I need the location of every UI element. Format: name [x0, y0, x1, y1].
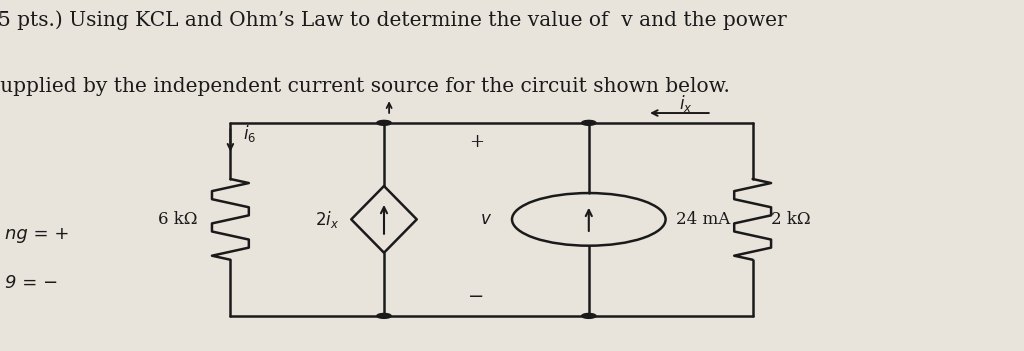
- Text: 24 mA: 24 mA: [676, 211, 730, 228]
- Circle shape: [582, 313, 596, 318]
- Text: 6 kΩ: 6 kΩ: [158, 211, 198, 228]
- Text: $v$: $v$: [480, 211, 493, 228]
- Circle shape: [377, 313, 391, 318]
- Text: supplied by the independent current source for the circuit shown below.: supplied by the independent current sour…: [0, 77, 730, 96]
- Circle shape: [377, 120, 391, 125]
- Circle shape: [582, 120, 596, 125]
- Text: +: +: [469, 133, 483, 151]
- Text: −: −: [468, 287, 484, 306]
- Text: $2i_x$: $2i_x$: [314, 209, 339, 230]
- Text: (5 pts.) Using KCL and Ohm’s Law to determine the value of  v and the power: (5 pts.) Using KCL and Ohm’s Law to dete…: [0, 11, 786, 30]
- Text: $i_6$: $i_6$: [243, 123, 256, 144]
- Text: 9 = −: 9 = −: [5, 274, 58, 292]
- Text: 2 kΩ: 2 kΩ: [771, 211, 811, 228]
- Text: ng = +: ng = +: [5, 225, 70, 243]
- Text: $i_x$: $i_x$: [679, 93, 693, 114]
